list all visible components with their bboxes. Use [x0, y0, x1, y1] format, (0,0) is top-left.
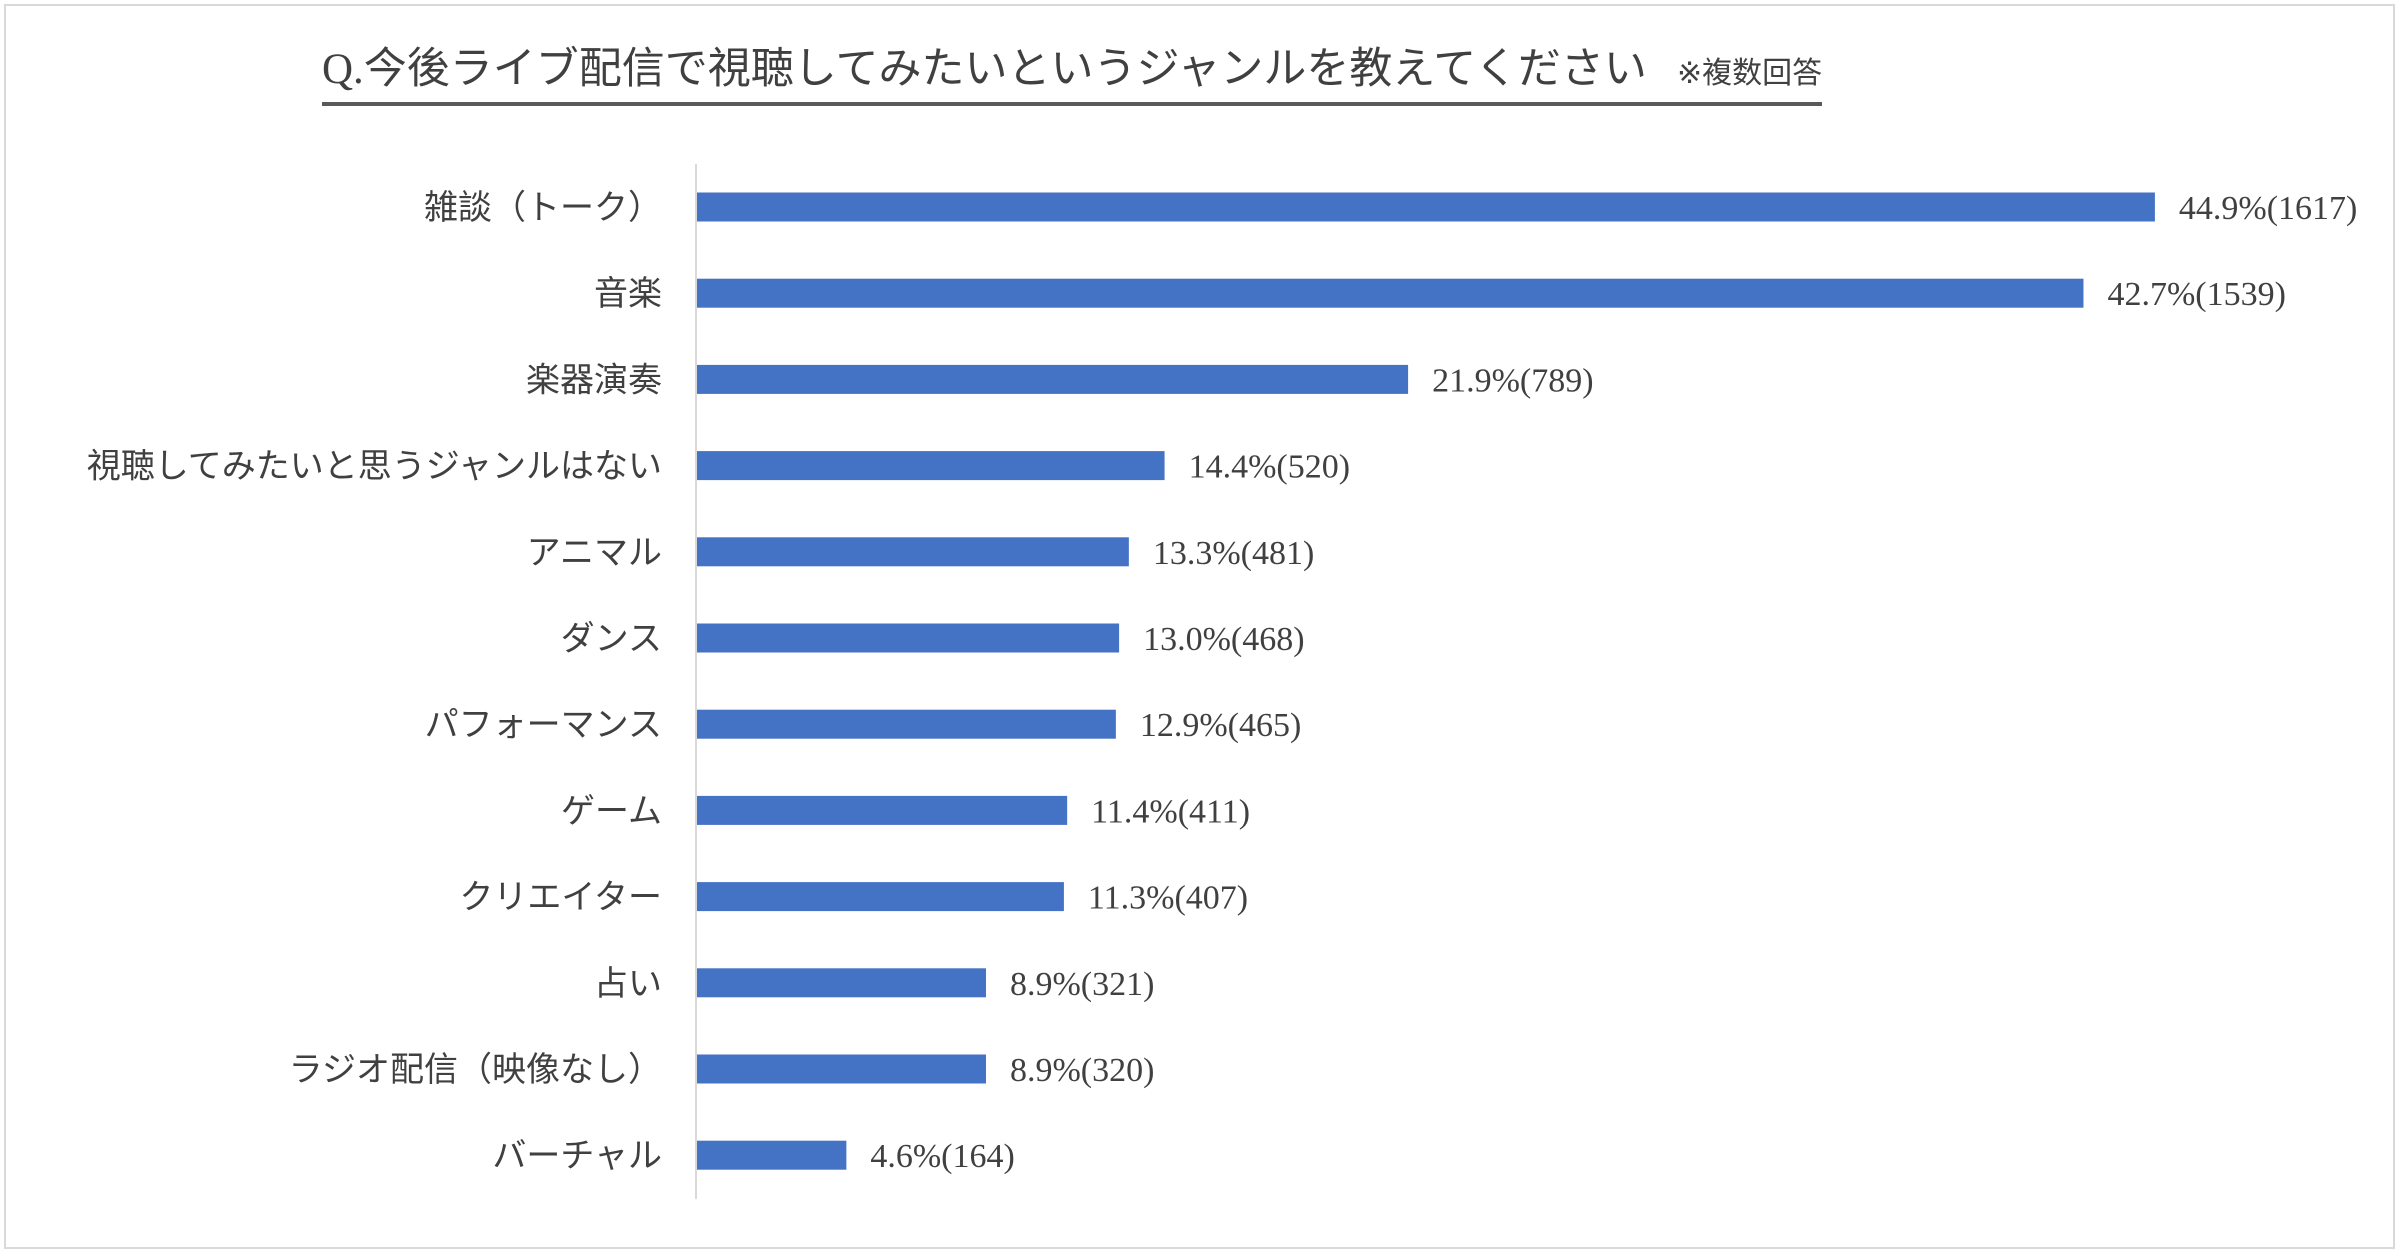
data-label: 8.9%(321) [1010, 966, 1154, 1003]
data-label: 13.0%(468) [1143, 621, 1304, 658]
bar-6 [697, 709, 1116, 739]
bar-4 [697, 537, 1129, 567]
data-label: 8.9%(320) [1010, 1052, 1154, 1089]
bar-9 [697, 968, 986, 998]
category-label: アニマル [527, 535, 662, 572]
data-label: 14.4%(520) [1189, 449, 1350, 486]
data-label: 42.7%(1539) [2107, 276, 2285, 313]
category-label: ゲーム [561, 793, 662, 830]
bar-3 [697, 451, 1165, 481]
bar-0 [697, 192, 2155, 222]
data-label: 21.9%(789) [1432, 362, 1593, 399]
data-label: 13.3%(481) [1153, 535, 1314, 572]
bar-1 [697, 278, 2084, 308]
category-label: ラジオ配信（映像なし） [289, 1051, 662, 1089]
bar-7 [697, 795, 1068, 825]
category-label: 楽器演奏 [526, 361, 662, 399]
data-label: 11.4%(411) [1091, 793, 1250, 830]
bar-8 [697, 882, 1064, 912]
category-label: 音楽 [594, 275, 662, 313]
bar-5 [697, 623, 1120, 653]
category-label: クリエイター [459, 880, 662, 917]
data-label: 12.9%(465) [1140, 707, 1301, 744]
data-label: 4.6%(164) [870, 1138, 1014, 1175]
chart-frame [4, 4, 2395, 1249]
bar-10 [697, 1054, 986, 1084]
data-label: 11.3%(407) [1088, 880, 1248, 917]
chart-subtitle: ※複数回答 [1676, 57, 1823, 90]
bar-2 [697, 364, 1409, 394]
chart-title: Q.今後ライブ配信で視聴してみたいというジャンルを教えてください ※複数回答 [322, 44, 1823, 106]
category-label: 視聴してみたいと思うジャンルはない [87, 449, 662, 486]
category-label: 占い [594, 965, 662, 1003]
data-label: 44.9%(1617) [2179, 190, 2357, 227]
category-label: ダンス [561, 620, 662, 658]
category-label: パフォーマンス [425, 707, 662, 744]
bar-11 [697, 1140, 847, 1170]
chart-title-text: Q.今後ライブ配信で視聴してみたいというジャンルを教えてください [322, 46, 1647, 93]
category-label: 雑談（トーク） [424, 189, 662, 227]
category-label: バーチャル [492, 1138, 662, 1175]
